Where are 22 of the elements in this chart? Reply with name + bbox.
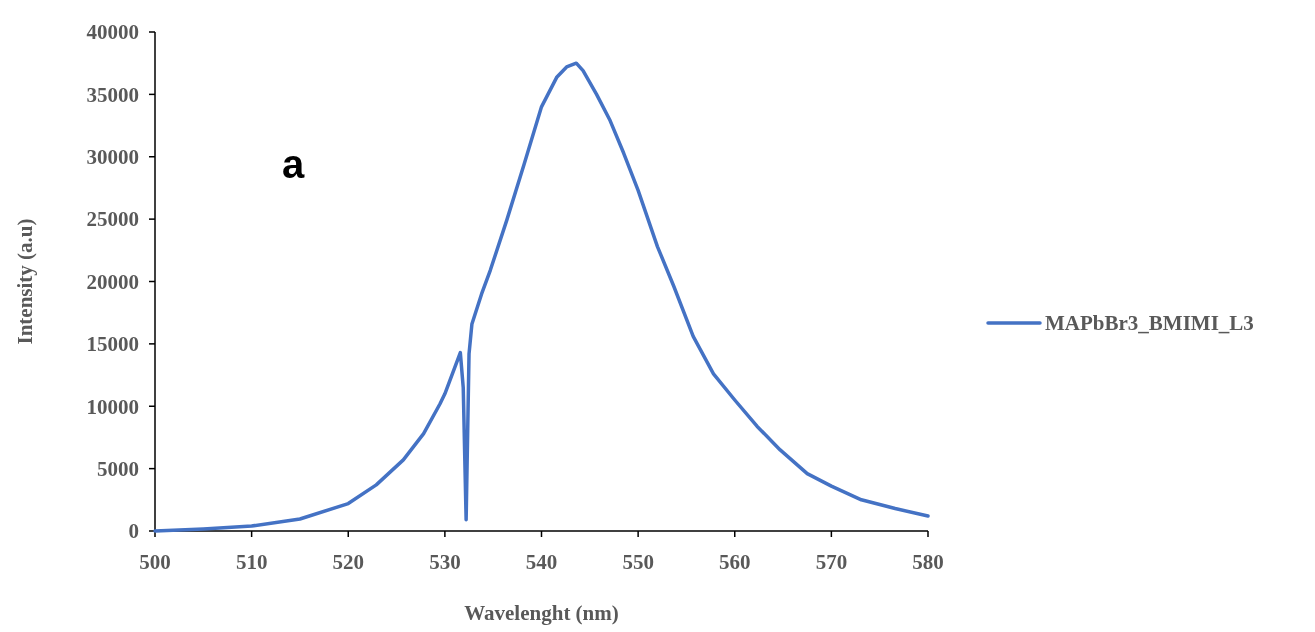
- x-tick-label: 550: [622, 550, 654, 574]
- x-tick-label: 530: [429, 550, 461, 574]
- y-tick-label: 15000: [86, 332, 139, 357]
- y-tick-label: 0: [128, 519, 139, 544]
- legend-label: MAPbBr3_BMIMI_L3: [1045, 311, 1254, 336]
- y-axis-title: Intensity (a.u): [13, 218, 37, 345]
- x-axis-title: Wavelenght (nm): [464, 601, 619, 625]
- y-tick-label: 25000: [86, 207, 139, 232]
- annotation: a: [281, 142, 305, 186]
- y-tick-label: 35000: [86, 82, 139, 107]
- x-tick-label: 580: [912, 550, 944, 574]
- x-tick-label: 510: [235, 550, 268, 574]
- x-tick-label: 570: [815, 550, 848, 574]
- y-tick-label: 5000: [97, 456, 139, 481]
- x-tick-label: 540: [525, 550, 558, 574]
- x-tick-label: 520: [332, 550, 364, 574]
- y-tick-label: 10000: [86, 394, 139, 419]
- y-tick-label: 20000: [86, 269, 139, 294]
- y-tick-label: 30000: [86, 145, 139, 170]
- y-tick-label: 40000: [86, 20, 139, 45]
- x-tick-label: 560: [719, 550, 751, 574]
- x-tick-label: 500: [139, 550, 171, 574]
